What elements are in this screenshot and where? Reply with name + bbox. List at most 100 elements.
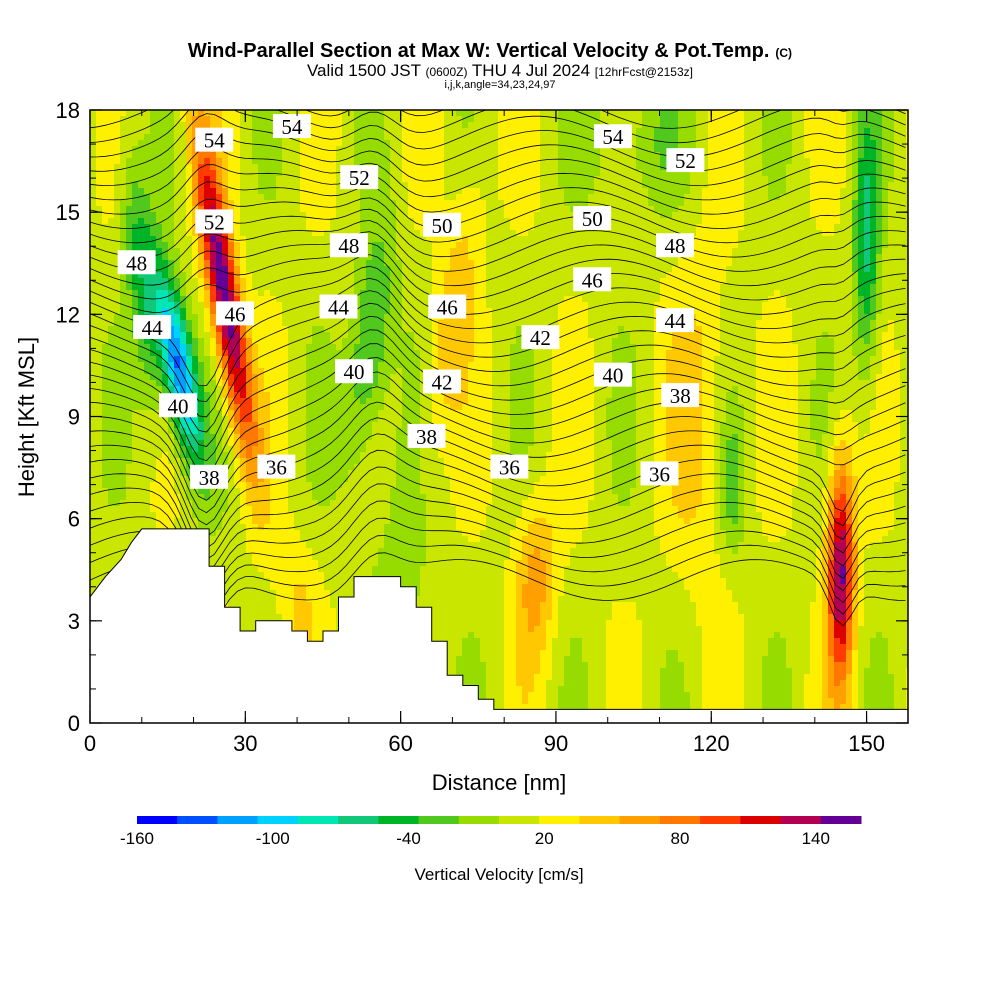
field-cell	[114, 446, 121, 453]
field-cell	[174, 200, 181, 207]
field-cell	[264, 596, 271, 603]
field-cell	[210, 308, 217, 315]
field-cell	[318, 242, 325, 249]
field-cell	[288, 560, 295, 567]
field-cell	[192, 182, 199, 189]
field-cell	[306, 248, 313, 255]
field-cell	[348, 530, 355, 537]
field-cell	[216, 536, 223, 543]
field-cell	[114, 314, 121, 321]
field-cell	[168, 272, 175, 279]
field-cell	[114, 272, 121, 279]
field-cell	[132, 398, 139, 405]
field-cell	[276, 404, 283, 411]
field-cell	[288, 176, 295, 183]
field-cell	[198, 182, 205, 189]
field-cell	[312, 626, 319, 633]
field-cell	[258, 116, 265, 123]
field-cell	[198, 500, 205, 507]
field-cell	[228, 164, 235, 171]
field-cell	[204, 356, 211, 363]
field-cell	[246, 524, 253, 531]
field-cell	[222, 254, 229, 261]
field-cell	[204, 272, 211, 279]
field-cell	[288, 536, 295, 543]
field-cell	[132, 194, 139, 201]
field-cell	[276, 164, 283, 171]
field-cell	[204, 338, 211, 345]
field-cell	[264, 356, 271, 363]
field-cell	[276, 524, 283, 531]
field-cell	[150, 164, 157, 171]
field-cell	[168, 284, 175, 291]
field-cell	[222, 272, 229, 279]
field-cell	[144, 170, 151, 177]
field-cell	[150, 512, 157, 519]
field-cell	[114, 176, 121, 183]
field-cell	[174, 152, 181, 159]
field-cell	[210, 122, 217, 129]
field-cell	[252, 536, 259, 543]
field-cell	[96, 140, 103, 147]
field-cell	[102, 170, 109, 177]
field-cell	[342, 464, 349, 471]
field-cell	[192, 242, 199, 249]
field-cell	[96, 212, 103, 219]
field-cell	[210, 296, 217, 303]
field-cell	[144, 416, 151, 423]
field-cell	[126, 446, 133, 453]
field-cell	[180, 338, 187, 345]
field-cell	[246, 422, 253, 429]
field-cell	[138, 170, 145, 177]
field-cell	[306, 458, 313, 465]
field-cell	[96, 122, 103, 129]
field-cell	[186, 242, 193, 249]
field-cell	[288, 344, 295, 351]
field-cell	[204, 500, 211, 507]
field-cell	[342, 554, 349, 561]
field-cell	[126, 302, 133, 309]
field-cell	[342, 140, 349, 147]
field-cell	[138, 494, 145, 501]
field-cell	[282, 188, 289, 195]
field-cell	[258, 554, 265, 561]
field-cell	[234, 530, 241, 537]
field-cell	[180, 308, 187, 315]
field-cell	[318, 488, 325, 495]
field-cell	[246, 176, 253, 183]
field-cell	[300, 386, 307, 393]
field-cell	[366, 200, 373, 207]
field-cell	[126, 428, 133, 435]
field-cell	[234, 470, 241, 477]
field-cell	[126, 218, 133, 225]
field-cell	[252, 344, 259, 351]
field-cell	[318, 434, 325, 441]
field-cell	[354, 536, 361, 543]
field-cell	[372, 236, 379, 243]
field-cell	[168, 224, 175, 231]
field-cell	[204, 416, 211, 423]
field-cell	[246, 212, 253, 219]
field-cell	[372, 512, 379, 519]
field-cell	[174, 428, 181, 435]
field-cell	[366, 422, 373, 429]
field-cell	[264, 146, 271, 153]
field-cell	[294, 380, 301, 387]
field-cell	[258, 428, 265, 435]
field-cell	[168, 164, 175, 171]
field-cell	[198, 512, 205, 519]
field-cell	[216, 248, 223, 255]
field-cell	[258, 488, 265, 495]
field-cell	[300, 224, 307, 231]
field-cell	[312, 224, 319, 231]
field-cell	[198, 506, 205, 513]
field-cell	[324, 116, 331, 123]
field-cell	[96, 296, 103, 303]
field-cell	[90, 374, 97, 381]
field-cell	[162, 470, 169, 477]
field-cell	[324, 200, 331, 207]
field-cell	[108, 338, 115, 345]
field-cell	[174, 170, 181, 177]
field-cell	[150, 434, 157, 441]
field-cell	[138, 458, 145, 465]
